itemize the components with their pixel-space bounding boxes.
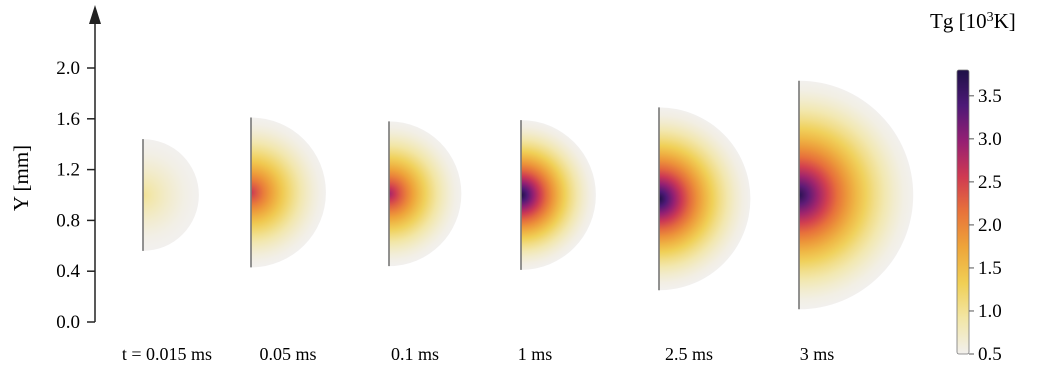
time-label: 0.05 ms (259, 344, 316, 364)
colorbar-scale (956, 69, 970, 355)
colorbar-tick-label: 3.5 (978, 86, 1002, 107)
colorbar-tick-label: 0.5 (978, 344, 1002, 365)
colorbar-title-sup: 3 (987, 10, 994, 25)
y-tick-label: 1.6 (56, 109, 80, 130)
time-labels: t = 0.015 ms 0.05 ms 0.1 ms 1 ms 2.5 ms 3 ms (122, 344, 834, 364)
plume-half-disc (799, 80, 914, 310)
colorbar-title: Tg [103K] (930, 9, 1016, 33)
colorbar-tick-label: 1.0 (978, 301, 1002, 322)
plume-half-disc (143, 139, 199, 251)
colorbar-tick-label: 2.5 (978, 172, 1002, 193)
time-label: t = 0.015 ms (122, 344, 212, 364)
y-tick-label: 1.2 (56, 160, 80, 181)
y-tick-label: 0.0 (56, 312, 80, 333)
time-label: 3 ms (800, 344, 835, 364)
y-tick-label: 2.0 (56, 58, 80, 79)
colorbar-tick-label: 1.5 (978, 258, 1002, 279)
colorbar-tick-label: 3.0 (978, 129, 1002, 150)
colorbar-tick-label: 2.0 (978, 215, 1002, 236)
plume-half-disc (251, 117, 326, 268)
time-label: 1 ms (518, 344, 553, 364)
colorbar: Tg [103K] 3.5 3.0 2.5 2.0 1.5 1.0 0.5 (930, 9, 1016, 365)
plume-half-disc (389, 121, 462, 267)
y-tick-label: 0.8 (56, 210, 80, 231)
plume-half-disc (659, 107, 751, 291)
plume-half-disc (521, 120, 596, 270)
y-axis-arrow-icon (89, 5, 101, 24)
plume-panels (142, 80, 914, 310)
y-axis: 0.0 0.4 0.8 1.2 1.6 2.0 Y [mm] (9, 5, 101, 333)
y-axis-title: Y [mm] (9, 145, 33, 211)
y-tick-label: 0.4 (56, 261, 80, 282)
time-label: 0.1 ms (391, 344, 439, 364)
time-label: 2.5 ms (665, 344, 713, 364)
